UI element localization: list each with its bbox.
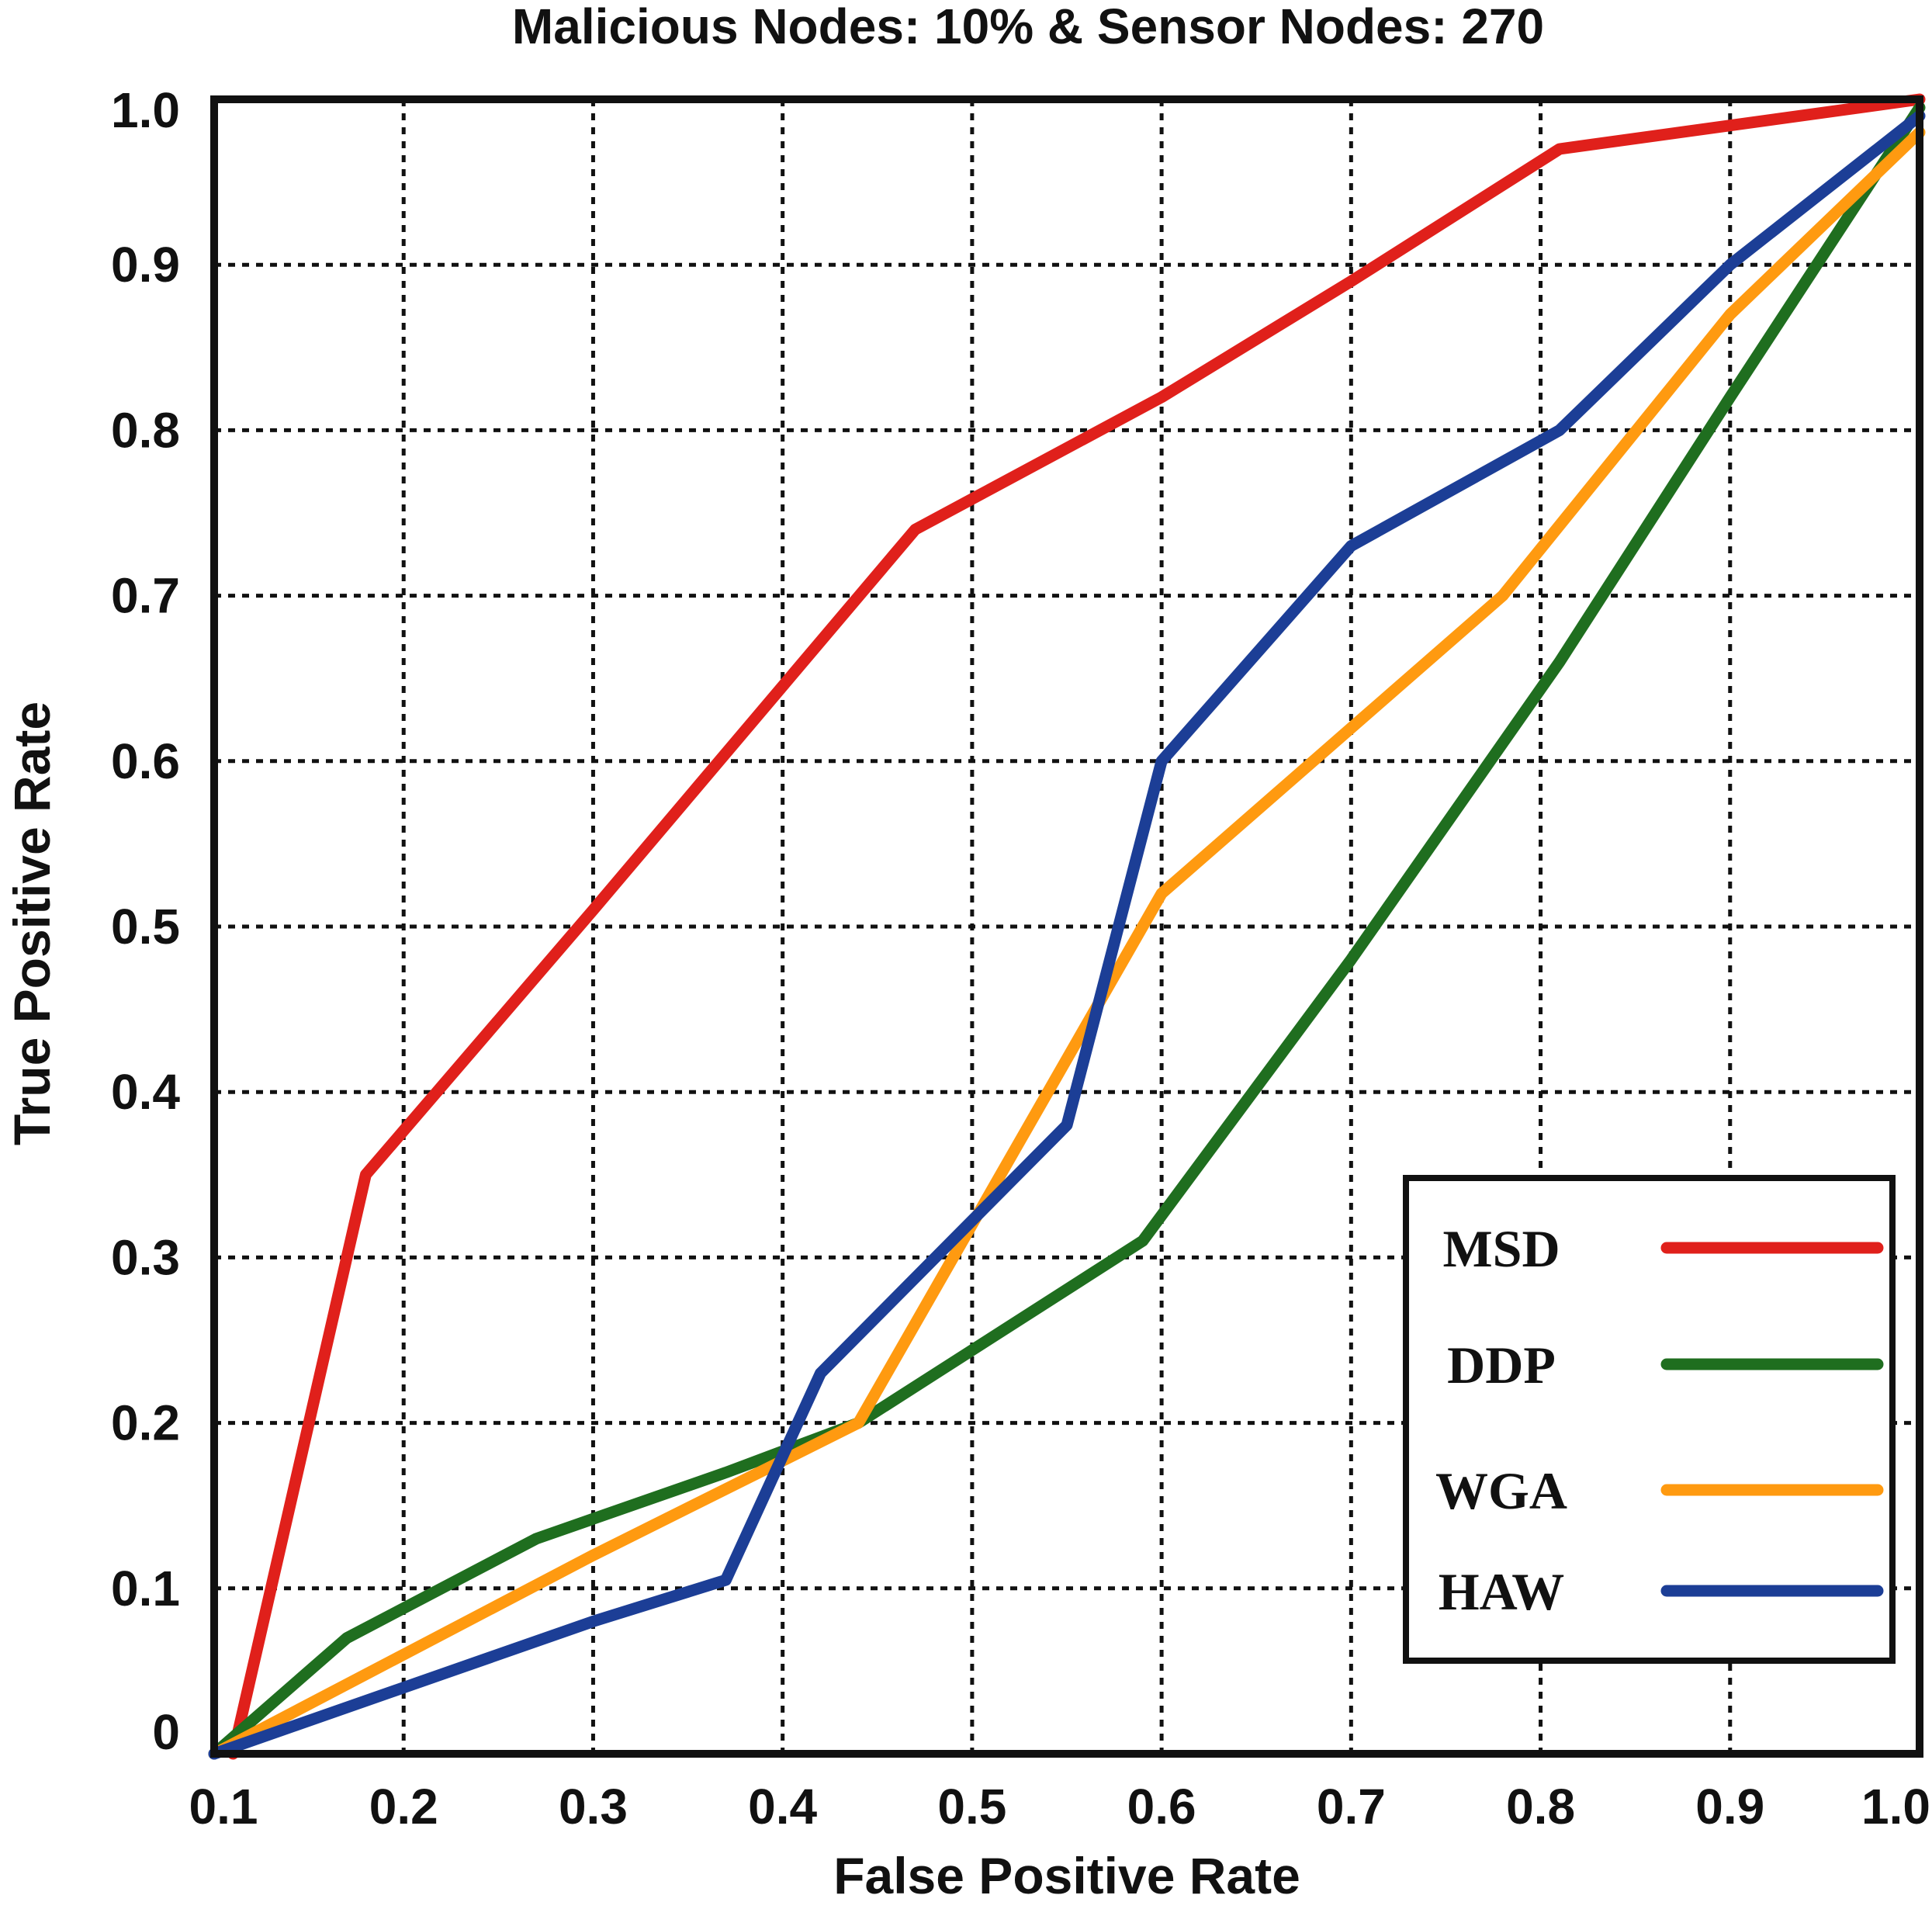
- y-tick-label: 0.2: [111, 1395, 180, 1451]
- y-tick-label: 0.5: [111, 899, 180, 954]
- legend-label-msd: MSD: [1442, 1219, 1560, 1278]
- y-tick-labels: 0 0.1 0.2 0.3 0.4 0.5 0.6 0.7 0.8 0.9 1.0: [111, 82, 180, 1760]
- legend: MSD DDP WGA HAW: [1403, 1175, 1896, 1664]
- x-tick-label: 0.3: [559, 1779, 628, 1835]
- series-line-haw: [208, 109, 1926, 1760]
- y-tick-label: 0.3: [111, 1229, 180, 1285]
- y-tick-label: 0: [152, 1704, 180, 1760]
- x-tick-label: 0.4: [748, 1779, 817, 1835]
- x-tick-labels: 0.1 0.2 0.3 0.4 0.5 0.6 0.7 0.8 0.9 1.0: [189, 1779, 1930, 1835]
- series-group: [208, 93, 1926, 1760]
- series-line-msd: [227, 93, 1926, 1760]
- legend-label-haw: HAW: [1439, 1562, 1564, 1621]
- x-axis-label: False Positive Rate: [833, 1847, 1300, 1904]
- y-tick-label: 0.6: [111, 733, 180, 789]
- y-tick-label: 0.1: [111, 1561, 180, 1616]
- y-tick-label: 0.7: [111, 568, 180, 624]
- legend-box: [1403, 1175, 1896, 1664]
- series-line-wga: [208, 126, 1926, 1760]
- x-tick-label: 0.5: [937, 1779, 1006, 1835]
- x-tick-label: 0.8: [1506, 1779, 1575, 1835]
- y-tick-label: 0.9: [111, 237, 180, 293]
- series-line-ddp: [208, 102, 1926, 1760]
- legend-label-ddp: DDP: [1447, 1336, 1556, 1395]
- x-tick-label: 0.1: [189, 1779, 258, 1835]
- y-tick-label: 0.4: [111, 1064, 180, 1120]
- y-tick-label: 1.0: [111, 82, 180, 138]
- chart-title: Malicious Nodes: 10% & Sensor Nodes: 270: [512, 0, 1544, 54]
- x-tick-label: 0.9: [1695, 1779, 1764, 1835]
- grid: [214, 99, 1920, 1754]
- y-tick-label: 0.8: [111, 402, 180, 458]
- legend-label-wga: WGA: [1435, 1461, 1567, 1520]
- y-axis-label: True Positive Rate: [3, 702, 61, 1145]
- x-tick-label: 0.2: [369, 1779, 438, 1835]
- x-tick-label: 0.7: [1317, 1779, 1386, 1835]
- plot-frame: [210, 95, 1923, 1758]
- x-tick-label: 0.6: [1127, 1779, 1196, 1835]
- x-tick-label: 1.0: [1861, 1779, 1930, 1835]
